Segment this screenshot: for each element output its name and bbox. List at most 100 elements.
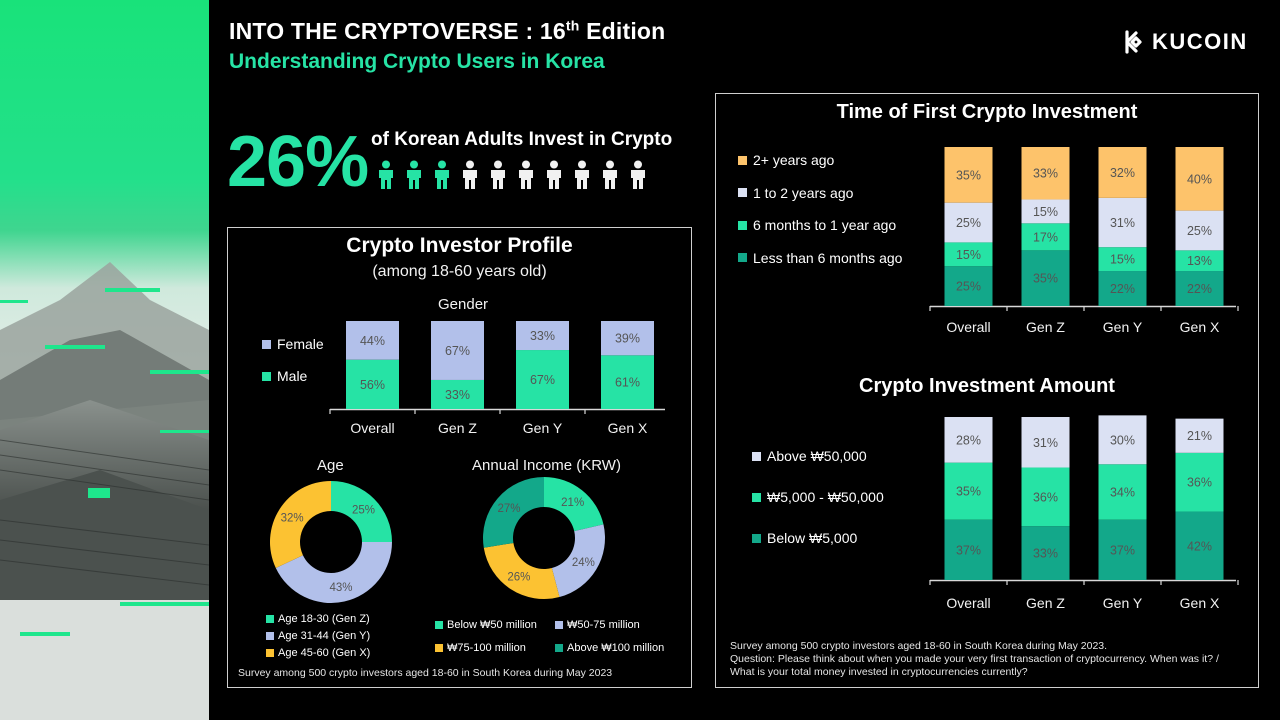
income-chart-title: Annual Income (KRW) <box>472 457 621 474</box>
bar-segment <box>944 266 993 306</box>
legend-label: Age 18-30 (Gen Z) <box>278 613 370 625</box>
legend-swatch <box>738 188 747 197</box>
investment-amount-chart: 37% 35% 28% Overall 33% 36% 31% Gen Z 37% 34% 30% G… <box>929 415 1239 611</box>
bar-segment <box>1021 147 1070 200</box>
data-label: 17% <box>1033 230 1058 244</box>
investment-panel: Time of First Crypto Investment 2+ years… <box>715 93 1259 688</box>
legend-item: Below ₩50 million <box>435 619 537 631</box>
bar-segment <box>1021 250 1070 306</box>
investor-profile-panel: Crypto Investor Profile (among 18-60 yea… <box>227 227 692 688</box>
bar-segment <box>1175 147 1224 211</box>
slice-label: 43% <box>330 582 353 594</box>
first-investment-chart: 25% 15% 25% 35% Overall 35% 17% 15% 33% Gen Z 22% 1… <box>929 147 1239 335</box>
data-label: 31% <box>1033 436 1058 450</box>
legend-label: 1 to 2 years ago <box>753 184 854 201</box>
legend-label: ₩50-75 million <box>567 619 640 631</box>
legend-label: Male <box>277 368 308 384</box>
bar-segment <box>431 379 484 409</box>
legend-item: Age 45-60 (Gen X) <box>266 647 370 659</box>
data-label: 32% <box>1110 166 1135 180</box>
page-title: INTO THE CRYPTOVERSE : 16th Edition <box>229 17 666 44</box>
legend-swatch <box>555 621 563 629</box>
legend-label: ₩5,000 - ₩50,000 <box>767 489 884 505</box>
bar-segment <box>346 359 399 409</box>
legend-swatch <box>435 621 443 629</box>
bar-segment <box>431 321 484 380</box>
data-label: 31% <box>1110 216 1135 230</box>
first-investment-title: Time of First Crypto Investment <box>836 101 1138 123</box>
person-icon <box>547 160 561 189</box>
age-chart-title: Age <box>317 457 344 474</box>
data-label: 36% <box>1187 476 1212 490</box>
age-donut-chart: 25% 43% 32% <box>270 481 392 603</box>
bar-segment <box>516 350 569 409</box>
data-label: 35% <box>956 168 981 182</box>
pie-slice <box>483 542 560 599</box>
category-label: Gen X <box>1180 319 1220 335</box>
bar-segment <box>1021 526 1070 580</box>
bar-segment <box>1098 519 1147 580</box>
slice-label: 27% <box>497 503 520 515</box>
person-icon <box>519 160 533 189</box>
legend-item: Male <box>262 368 307 384</box>
data-label: 36% <box>1033 490 1058 504</box>
data-label: 34% <box>1110 485 1135 499</box>
category-label: Overall <box>350 420 394 436</box>
category-label: Gen Y <box>1103 319 1143 335</box>
legend-item: 1 to 2 years ago <box>738 185 853 201</box>
person-icon <box>463 160 477 189</box>
legend-item: Age 18-30 (Gen Z) <box>266 613 370 625</box>
legend-swatch <box>262 371 271 381</box>
logo-text: KUCOIN <box>1152 29 1248 54</box>
bar-segment <box>1098 247 1147 272</box>
gender-chart: 56% 44% Overall 33% 67% Gen Z 67% 33% Gen Y 61% 39… <box>329 321 665 436</box>
slice-label: 25% <box>352 504 375 516</box>
legend-swatch <box>266 632 274 640</box>
legend-item: Female <box>262 336 324 352</box>
data-label: 35% <box>956 485 981 499</box>
data-label: 22% <box>1187 282 1212 296</box>
right-footnote-line3: What is your total money invested in cry… <box>730 666 1028 678</box>
legend-item: Below ₩5,000 <box>752 530 857 546</box>
data-label: 25% <box>956 280 981 294</box>
data-label: 33% <box>1033 167 1058 181</box>
data-label: 22% <box>1110 282 1135 296</box>
data-label: 25% <box>1187 224 1212 238</box>
people-pictogram <box>374 160 650 190</box>
bar-segment <box>601 355 654 409</box>
temple-roof-graphic <box>0 262 209 720</box>
headline-label: of Korean Adults Invest in Crypto <box>371 129 673 150</box>
bar-segment <box>1098 415 1147 465</box>
legend-label: Above ₩50,000 <box>767 448 867 464</box>
bar-segment <box>1175 418 1224 453</box>
bar-segment <box>1098 197 1147 248</box>
income-donut-chart: 21% 24% 26% 27% <box>483 477 605 599</box>
legend-swatch <box>266 649 274 657</box>
data-label: 61% <box>615 376 640 390</box>
legend-swatch <box>738 220 747 230</box>
bar-segment <box>944 147 993 203</box>
legend-item: ₩5,000 - ₩50,000 <box>752 489 884 505</box>
person-icon <box>603 160 617 189</box>
bar-segment <box>1021 199 1070 224</box>
data-label: 21% <box>1187 429 1212 443</box>
data-label: 25% <box>956 216 981 230</box>
legend-item: 2+ years ago <box>738 152 834 168</box>
bar-segment <box>1021 223 1070 251</box>
investment-amount-title: Crypto Investment Amount <box>859 375 1115 397</box>
page-subtitle: Understanding Crypto Users in Korea <box>229 50 605 73</box>
legend-swatch <box>555 644 563 652</box>
bar-segment <box>1175 250 1224 272</box>
data-label: 30% <box>1110 433 1135 447</box>
legend-label: Age 31-44 (Gen Y) <box>278 630 371 642</box>
category-label: Gen Y <box>1103 595 1143 611</box>
bar-segment <box>1175 452 1224 512</box>
bar-segment <box>944 519 993 580</box>
category-label: Gen Z <box>438 420 477 436</box>
bar-segment <box>1021 467 1070 527</box>
pie-slice <box>544 477 604 532</box>
bar-segment <box>346 321 399 360</box>
legend-label: 6 months to 1 year ago <box>753 217 897 233</box>
bar-segment <box>1175 511 1224 580</box>
data-label: 15% <box>956 248 981 262</box>
